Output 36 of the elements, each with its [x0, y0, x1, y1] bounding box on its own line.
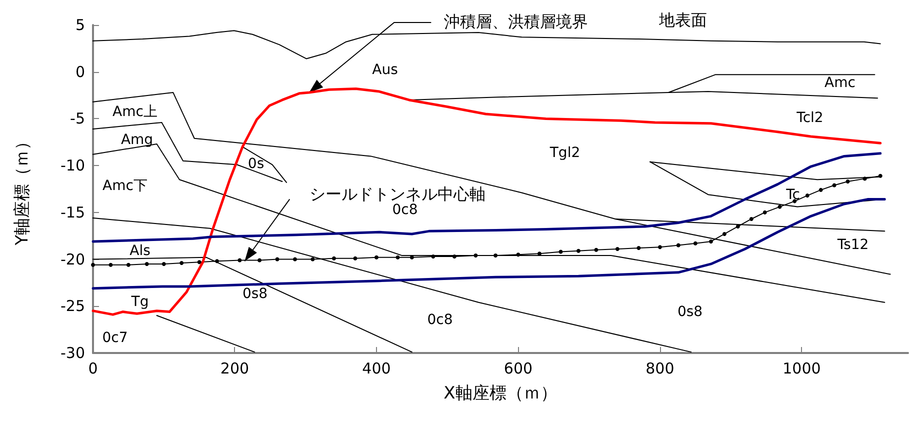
annotation: シールドトンネル中心軸: [310, 184, 486, 204]
annotation: 沖積層、洪積層境界: [444, 12, 588, 31]
annotation: Ts12: [836, 237, 869, 253]
x-tick-label: 200: [220, 360, 250, 378]
annotation: Tc: [785, 187, 800, 203]
annotation: Tg: [130, 294, 149, 310]
annotation: Tgl2: [548, 145, 580, 161]
annotation: Tcl2: [796, 110, 824, 126]
annotation: Amg: [120, 132, 154, 148]
x-tick-label: 400: [362, 360, 391, 378]
annotation: Amc上: [112, 104, 158, 120]
annotation: 0s8: [242, 286, 268, 302]
x-tick-label: 800: [646, 360, 674, 378]
x-tick-label: 0: [88, 360, 98, 378]
annotation: Als: [130, 243, 150, 259]
x-tick-label: 600: [504, 360, 533, 378]
y-tick-label: -10: [60, 156, 85, 175]
y-tick-label: 0: [75, 62, 85, 81]
annotation: 地表面: [658, 10, 707, 30]
annotation: Amc下: [102, 178, 148, 194]
y-tick-label: -20: [60, 250, 85, 268]
y-tick-label: -25: [60, 297, 85, 316]
x-tick-label: 1000: [782, 360, 821, 378]
annotation: Amc: [824, 75, 856, 91]
y-tick-label: -5: [70, 110, 85, 128]
y-tick-label: -15: [60, 203, 85, 222]
y-axis-title: Y軸座標（ｍ）: [12, 132, 32, 246]
annotation: 0c8: [392, 202, 418, 218]
x-axis-title: X軸座標（ｍ）: [444, 384, 558, 404]
y-tick-label: 5: [75, 16, 85, 34]
annotation: 0s: [248, 156, 264, 172]
annotation: 0c7: [102, 330, 128, 346]
y-tick-label: -30: [60, 344, 85, 362]
annotation: 0s8: [677, 304, 703, 320]
annotation: Aus: [372, 62, 398, 78]
annotation: 0c8: [427, 312, 453, 328]
